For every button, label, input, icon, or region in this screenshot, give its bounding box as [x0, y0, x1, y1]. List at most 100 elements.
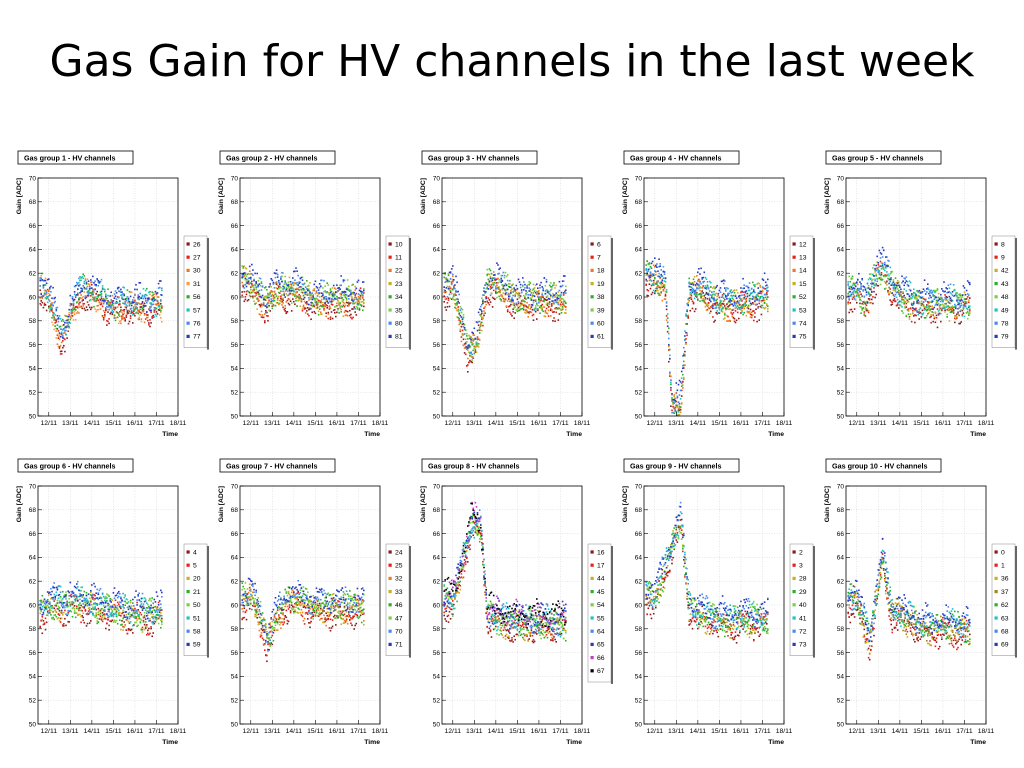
- data-point: [346, 305, 349, 307]
- data-point: [492, 289, 495, 292]
- legend-label: 78: [1001, 321, 1009, 328]
- data-point: [256, 298, 258, 300]
- y-tick-label: 58: [231, 318, 239, 325]
- data-point: [359, 296, 362, 299]
- data-point: [875, 283, 877, 285]
- data-point: [859, 302, 861, 305]
- data-point: [310, 293, 312, 296]
- data-point: [890, 300, 892, 303]
- data-point: [318, 286, 321, 289]
- data-point: [474, 345, 477, 348]
- data-point: [689, 309, 692, 312]
- data-point: [550, 309, 552, 312]
- data-point: [548, 284, 551, 287]
- data-point: [509, 293, 511, 295]
- data-point: [469, 353, 471, 355]
- data-point: [861, 279, 863, 281]
- data-point: [478, 308, 481, 311]
- data-point: [935, 296, 938, 299]
- data-point: [764, 285, 767, 287]
- data-point: [303, 282, 306, 285]
- data-point: [524, 283, 526, 286]
- data-point: [71, 312, 74, 315]
- data-point: [498, 288, 500, 290]
- chart-svg-4: Gas group 4 - HV channels505254565860626…: [622, 150, 815, 438]
- data-point: [320, 301, 322, 304]
- data-point: [71, 296, 74, 298]
- data-point: [959, 305, 961, 307]
- data-point: [665, 291, 668, 293]
- data-point: [533, 307, 536, 310]
- data-point: [87, 289, 90, 292]
- data-point: [273, 299, 276, 302]
- data-point: [551, 303, 553, 305]
- data-point: [562, 299, 565, 301]
- data-point: [711, 295, 713, 297]
- data-point: [950, 306, 953, 309]
- data-point: [450, 298, 453, 300]
- data-point: [955, 318, 957, 320]
- data-point: [708, 280, 711, 283]
- data-point: [669, 354, 671, 357]
- data-point: [874, 271, 876, 273]
- data-point: [764, 296, 767, 299]
- data-point: [446, 302, 449, 304]
- data-point: [282, 306, 284, 309]
- data-point: [318, 283, 321, 285]
- data-point: [702, 298, 704, 301]
- data-point: [853, 289, 856, 292]
- data-point: [722, 297, 725, 300]
- data-point: [114, 295, 117, 297]
- data-point: [130, 301, 133, 303]
- data-point: [119, 290, 121, 293]
- data-point: [272, 305, 275, 307]
- data-point: [475, 343, 478, 346]
- data-point: [286, 299, 289, 302]
- data-point: [261, 316, 264, 319]
- data-point: [56, 324, 59, 326]
- data-point: [130, 311, 133, 314]
- data-point: [729, 298, 731, 300]
- data-point: [668, 345, 670, 348]
- data-point: [484, 301, 486, 303]
- data-point: [337, 290, 339, 292]
- data-point: [448, 293, 451, 296]
- data-point: [490, 278, 493, 280]
- data-point: [87, 295, 90, 297]
- data-point: [908, 318, 911, 320]
- data-point: [280, 299, 282, 301]
- data-point: [711, 291, 713, 294]
- data-point: [101, 298, 104, 300]
- data-point: [124, 298, 126, 300]
- data-point: [309, 291, 311, 293]
- data-point: [867, 311, 870, 314]
- data-point: [137, 318, 139, 320]
- data-point: [735, 302, 738, 305]
- data-point: [298, 297, 300, 299]
- data-point: [722, 300, 725, 303]
- data-point: [241, 291, 243, 293]
- data-point: [42, 306, 45, 309]
- data-point: [508, 294, 510, 296]
- data-point: [315, 297, 318, 300]
- data-point: [308, 288, 310, 290]
- data-point: [134, 301, 136, 303]
- data-point: [702, 276, 704, 279]
- data-point: [265, 296, 267, 298]
- data-point: [96, 290, 98, 293]
- data-point: [519, 286, 522, 289]
- data-point: [894, 290, 897, 293]
- data-point: [701, 295, 703, 297]
- data-point: [853, 287, 856, 290]
- data-point: [743, 307, 745, 310]
- y-tick-label: 54: [29, 366, 37, 373]
- y-tick-label: 60: [29, 294, 37, 301]
- data-point: [697, 280, 699, 282]
- data-point: [944, 311, 946, 313]
- data-point: [712, 305, 714, 308]
- data-point: [965, 302, 968, 305]
- data-point: [898, 281, 900, 284]
- data-point: [449, 271, 452, 273]
- data-point: [522, 303, 524, 306]
- data-point: [285, 289, 288, 291]
